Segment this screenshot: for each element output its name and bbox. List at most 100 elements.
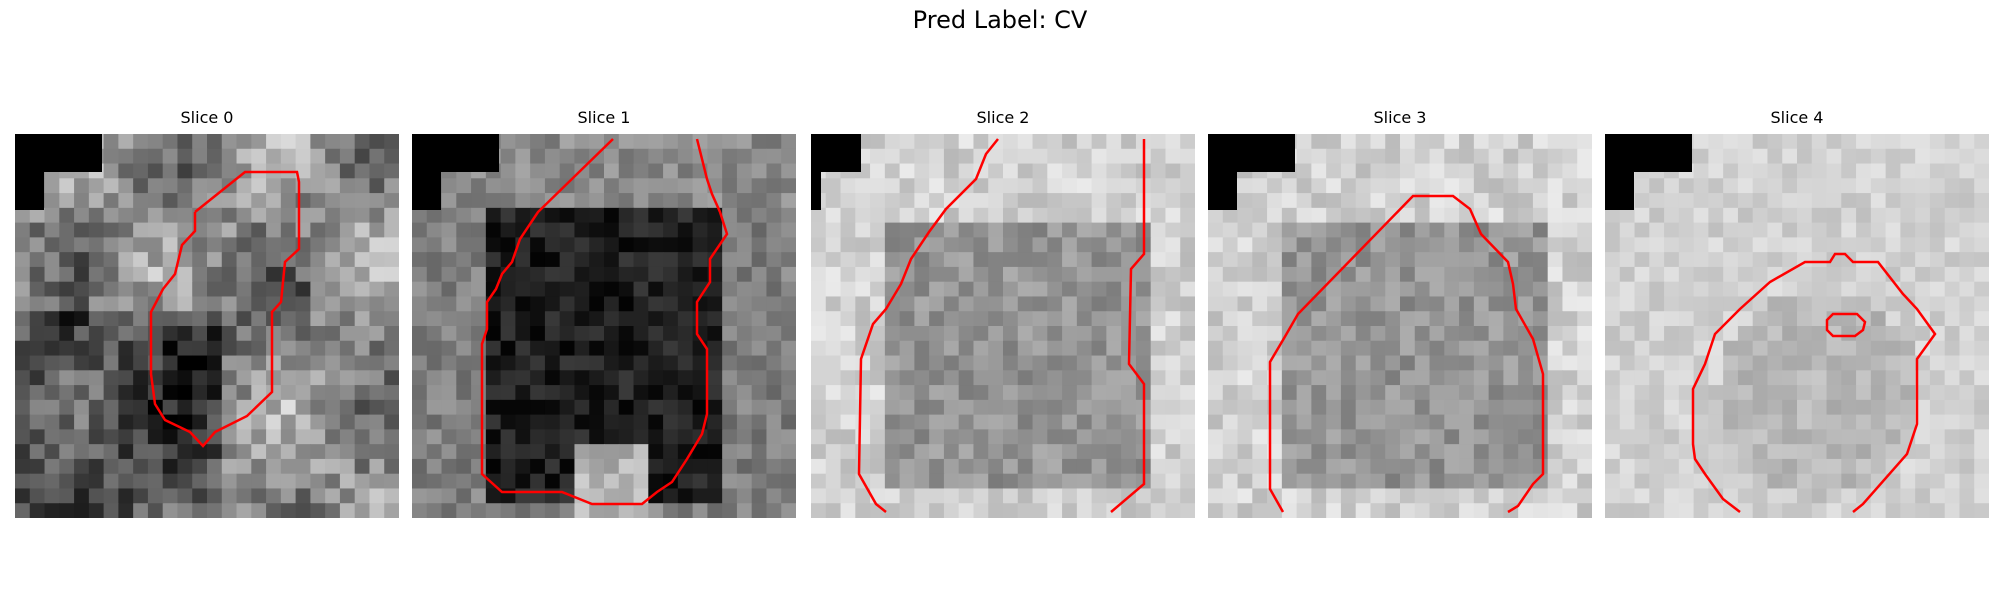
image-pixel-tile — [663, 134, 679, 150]
image-pixel-tile — [15, 399, 31, 416]
image-pixel-tile — [441, 370, 457, 386]
image-pixel-tile — [707, 385, 723, 401]
image-pixel-tile — [1180, 429, 1195, 445]
image-pixel-tile — [15, 355, 31, 371]
image-pixel-tile — [310, 193, 326, 209]
image-pixel-tile — [1929, 385, 1946, 401]
image-pixel-tile — [766, 399, 782, 416]
image-pixel-tile — [485, 414, 502, 430]
image-pixel-tile — [1370, 163, 1386, 179]
image-pixel-tile — [633, 163, 649, 179]
image-pixel-tile — [530, 252, 546, 268]
image-pixel-tile — [118, 311, 134, 327]
image-pixel-tile — [1885, 296, 1901, 312]
image-pixel-tile — [74, 444, 90, 460]
image-pixel-tile — [1915, 488, 1931, 504]
image-pixel-tile — [471, 252, 487, 268]
image-pixel-tile — [88, 222, 105, 238]
image-pixel-tile — [1723, 207, 1739, 224]
image-pixel-tile — [1296, 134, 1312, 150]
image-pixel-tile — [207, 266, 223, 283]
image-pixel-tile — [384, 296, 399, 312]
image-pixel-tile — [589, 458, 605, 475]
image-pixel-tile — [1488, 399, 1504, 416]
image-pixel-tile — [914, 458, 930, 475]
image-pixel-tile — [1562, 326, 1578, 342]
image-pixel-tile — [74, 414, 90, 430]
image-pixel-tile — [133, 340, 149, 357]
image-pixel-tile — [118, 266, 134, 283]
image-pixel-tile — [559, 134, 576, 150]
image-pixel-tile — [236, 178, 252, 194]
image-pixel-tile — [1385, 311, 1401, 327]
image-pixel-tile — [722, 296, 738, 312]
image-pixel-tile — [1165, 355, 1181, 371]
image-pixel-tile — [1503, 385, 1519, 401]
image-pixel-tile — [1752, 207, 1769, 224]
image-pixel-tile — [1473, 355, 1490, 371]
image-pixel-tile — [1488, 178, 1504, 194]
image-pixel-tile — [1400, 163, 1416, 179]
image-pixel-tile — [1649, 340, 1665, 357]
image-pixel-tile — [177, 429, 193, 445]
image-pixel-tile — [1003, 370, 1019, 386]
image-pixel-tile — [1252, 429, 1268, 445]
image-pixel-tile — [604, 385, 620, 401]
image-pixel-tile — [1885, 503, 1901, 518]
image-pixel-tile — [236, 148, 252, 165]
image-pixel-tile — [1577, 385, 1592, 401]
image-pixel-tile — [574, 488, 590, 504]
image-pixel-tile — [485, 311, 502, 327]
image-pixel-tile — [604, 340, 620, 357]
image-pixel-tile — [1826, 458, 1842, 475]
image-pixel-tile — [280, 473, 297, 490]
image-pixel-tile — [1237, 444, 1253, 460]
image-pixel-tile — [766, 311, 782, 327]
image-pixel-tile — [325, 266, 341, 283]
image-pixel-tile — [1664, 193, 1680, 209]
image-pixel-tile — [29, 385, 46, 401]
image-pixel-tile — [1870, 222, 1887, 238]
image-pixel-tile — [1003, 193, 1019, 209]
image-pixel-tile — [295, 311, 311, 327]
image-pixel-tile — [1459, 326, 1475, 342]
image-pixel-tile — [1811, 429, 1828, 445]
image-pixel-tile — [1076, 281, 1093, 298]
image-pixel-tile — [1797, 134, 1813, 150]
image-pixel-tile — [500, 134, 516, 150]
image-pixel-tile — [1634, 281, 1650, 298]
image-pixel-tile — [633, 237, 649, 253]
image-pixel-tile — [1135, 488, 1152, 504]
image-pixel-tile — [929, 326, 945, 342]
image-pixel-tile — [1032, 252, 1048, 268]
image-pixel-tile — [1856, 385, 1872, 401]
image-pixel-tile — [1915, 458, 1931, 475]
image-pixel-tile — [1062, 178, 1078, 194]
image-pixel-tile — [1562, 281, 1578, 298]
image-pixel-tile — [485, 252, 502, 268]
image-pixel-tile — [1237, 355, 1253, 371]
image-pixel-tile — [1311, 163, 1327, 179]
image-pixel-tile — [1165, 296, 1181, 312]
image-pixel-tile — [1473, 134, 1490, 150]
image-pixel-tile — [354, 207, 371, 224]
image-pixel-tile — [589, 281, 605, 298]
image-pixel-tile — [1488, 355, 1504, 371]
image-pixel-tile — [1311, 311, 1327, 327]
image-pixel-tile — [1826, 296, 1842, 312]
image-pixel-tile — [988, 340, 1004, 357]
image-pixel-tile — [1165, 503, 1181, 518]
image-pixel-tile — [1693, 237, 1709, 253]
image-pixel-tile — [1856, 340, 1872, 357]
image-pixel-tile — [1664, 311, 1680, 327]
image-pixel-tile — [544, 281, 561, 298]
image-pixel-tile — [369, 134, 385, 150]
image-pixel-tile — [1414, 281, 1431, 298]
image-pixel-tile — [1547, 399, 1564, 416]
image-pixel-tile — [1370, 385, 1386, 401]
image-pixel-tile — [354, 178, 371, 194]
image-pixel-tile — [1518, 503, 1534, 518]
image-pixel-tile — [103, 503, 119, 518]
image-pixel-tile — [1693, 399, 1709, 416]
image-pixel-tile — [441, 385, 457, 401]
